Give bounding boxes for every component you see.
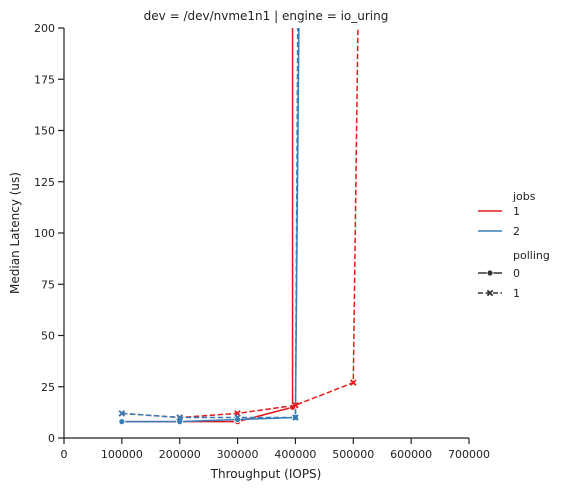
y-tick-label-3: 75 [41,278,55,291]
x-tick-label-6: 600000 [390,448,432,461]
x-tick-label-1: 100000 [101,448,143,461]
legend-marker-polling-0 [486,269,494,277]
x-tick-label-7: 700000 [448,448,490,461]
y-tick-label-1: 25 [41,381,55,394]
legend-label-jobs-2: 2 [513,225,520,238]
legend-label-polling-0: 0 [513,267,520,280]
x-tick-label-2: 200000 [159,448,201,461]
x-tick-label-5: 500000 [332,448,374,461]
legend-title-jobs: jobs [512,190,536,203]
series-line-jobs1-polling0 [121,28,294,423]
y-tick-label-2: 50 [41,330,55,343]
data-point-jobs2-polling1-3-stroke-b [292,414,299,421]
series-line-jobs2-polling0 [121,28,300,423]
legend-label-polling-1: 1 [513,287,520,300]
x-tick-label-4: 400000 [274,448,316,461]
series-line-jobs2-polling1 [121,28,299,419]
x-axis-label: Throughput (IOPS) [210,467,322,481]
y-tick-label-7: 175 [34,73,55,86]
y-tick-label-6: 150 [34,125,55,138]
legend-marker-polling-1-stroke-b [486,289,494,297]
data-point-jobs2-polling1-2 [234,414,241,421]
y-tick-label-8: 200 [34,22,55,35]
y-tick-label-4: 100 [34,227,55,240]
data-point-jobs2-polling1-2-stroke-b [234,414,241,421]
data-point-jobs1-polling1-4 [350,379,357,386]
data-point-jobs2-polling0-0 [118,418,126,426]
data-point-jobs1-polling1-3-stroke-b [292,401,299,409]
data-point-jobs2-polling1-1 [176,414,183,421]
data-point-jobs2-polling1-0-stroke-b [118,410,126,417]
legend-label-jobs-1: 1 [513,205,520,218]
y-tick-label-0: 0 [48,432,55,445]
y-axis-label: Median Latency (us) [8,172,22,294]
x-tick-label-0: 0 [61,448,68,461]
series-line-jobs1-polling1 [121,28,359,419]
x-tick-label-3: 300000 [217,448,259,461]
legend-title-polling: polling [513,249,550,262]
legend-marker-polling-1 [486,289,494,297]
data-point-jobs2-polling1-1-stroke-b [176,414,183,421]
data-point-jobs2-polling1-0 [118,410,126,417]
plot-series [118,28,359,426]
chart-title: dev = /dev/nvme1n1 | engine = io_uring [144,9,389,23]
axes: 0 100000 200000 300000 400000 500000 600000 700… [34,22,490,461]
y-tick-label-5: 125 [34,176,55,189]
legend: jobs 1 2 polling 0 1 [478,190,550,300]
data-point-jobs2-polling1-3 [292,414,299,421]
data-point-jobs1-polling1-3 [292,401,299,409]
data-point-jobs1-polling1-4-stroke-b [350,379,357,386]
